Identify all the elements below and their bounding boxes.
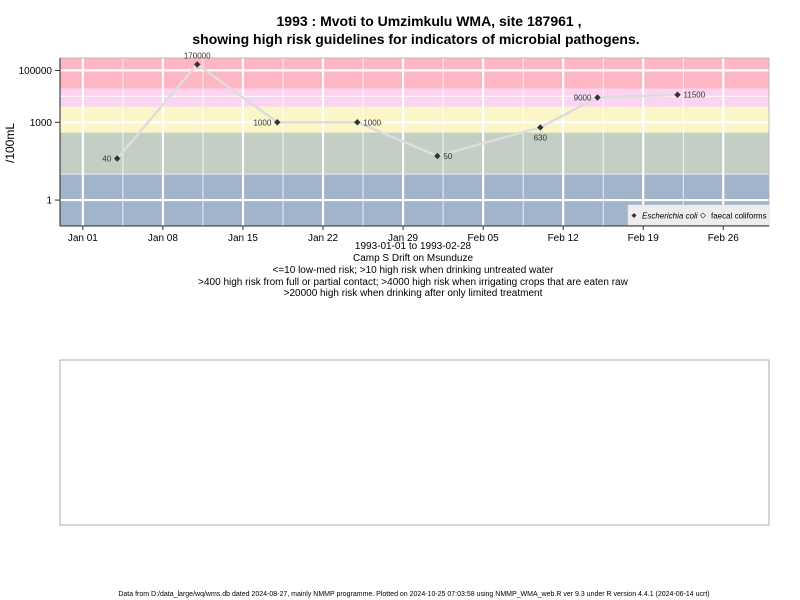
legend-marker-escherichia-coli [631,213,637,218]
y-tick-label: 100000 [19,66,53,77]
caption-date-range: 1993-01-01 to 1993-02-28 [355,241,472,252]
series-line-escherichia-coli [116,63,678,160]
legend: Escherichia coli faecal coliforms [627,204,770,226]
x-axis: Jan 01 Jan 08 Jan 15 Jan 22 Jan 29 Feb 05 Feb … [60,225,769,244]
x-tick-label: Jan 29 [388,233,418,244]
x-tick-label: Jan 22 [308,233,338,244]
y-axis: 1 1000 100000 [19,58,61,226]
x-tick-label: Feb 05 [468,233,500,244]
data-point-escherichia-coli-0 [113,155,121,162]
y-tick-label: 1000 [30,118,53,129]
data-label-1: 170000 [184,51,211,60]
data-label-5: 630 [534,133,548,142]
x-tick-label: Feb 12 [548,233,580,244]
chart-title-line1: 1993 : Mvoti to Umzimkulu WMA, site 1879… [277,13,582,29]
data-point-escherichia-coli-7 [674,91,681,98]
risk-band-3 [60,88,769,107]
x-tick-label: Jan 08 [148,233,178,244]
data-point-escherichia-coli-4 [434,152,441,160]
empty-panel [59,359,770,526]
footer-note: Data from D:/data_large/wq/wms.db dated … [118,591,709,598]
data-label-4: 50 [443,152,452,161]
x-tick-label: Feb 26 [708,233,740,244]
legend-marker-faecal-coliforms [699,212,707,219]
data-points [113,61,681,162]
legend-label-faecal-coliforms: faecal coliforms [711,212,767,221]
x-tick-label: Jan 01 [68,233,98,244]
caption-site: Camp S Drift on Msunduze [353,253,473,264]
chart-title-line2: showing high risk guidelines for indicat… [192,31,639,47]
caption-guideline-treatment: >20000 high risk when drinking after onl… [284,288,543,299]
legend-label-escherichia-coli: Escherichia coli [642,212,698,221]
data-label-6: 9000 [574,93,592,102]
risk-band-2 [60,106,769,133]
data-point-escherichia-coli-3 [354,119,361,126]
data-point-escherichia-coli-2 [274,119,281,126]
x-tick-label: Jan 15 [228,233,258,244]
data-labels: 40 170000 1000 1000 50 630 9000 11500 [102,51,705,163]
data-label-2: 1000 [253,118,271,127]
y-tick-label: 1 [46,196,52,207]
data-point-escherichia-coli-5 [537,124,544,131]
grid-lines [60,58,769,226]
risk-bands [60,58,769,226]
plot-area: 40 170000 1000 1000 50 630 9000 11500 [59,51,770,227]
legend-box [627,204,770,226]
x-tick-label: Feb 19 [628,233,660,244]
data-label-3: 1000 [363,118,381,127]
data-point-escherichia-coli-1 [194,61,201,68]
risk-band-4 [60,58,769,89]
data-label-7: 11500 [684,91,706,100]
caption-guideline-drinking: <=10 low-med risk; >10 high risk when dr… [273,265,555,276]
data-point-escherichia-coli-6 [594,94,601,101]
y-axis-label: /100mL [3,123,17,163]
risk-band-1 [60,132,769,175]
data-label-0: 40 [102,155,111,164]
chart-captions: 1993-01-01 to 1993-02-28 Camp S Drift on… [198,241,628,299]
caption-guideline-contact: >400 high risk from full or partial cont… [198,277,628,288]
